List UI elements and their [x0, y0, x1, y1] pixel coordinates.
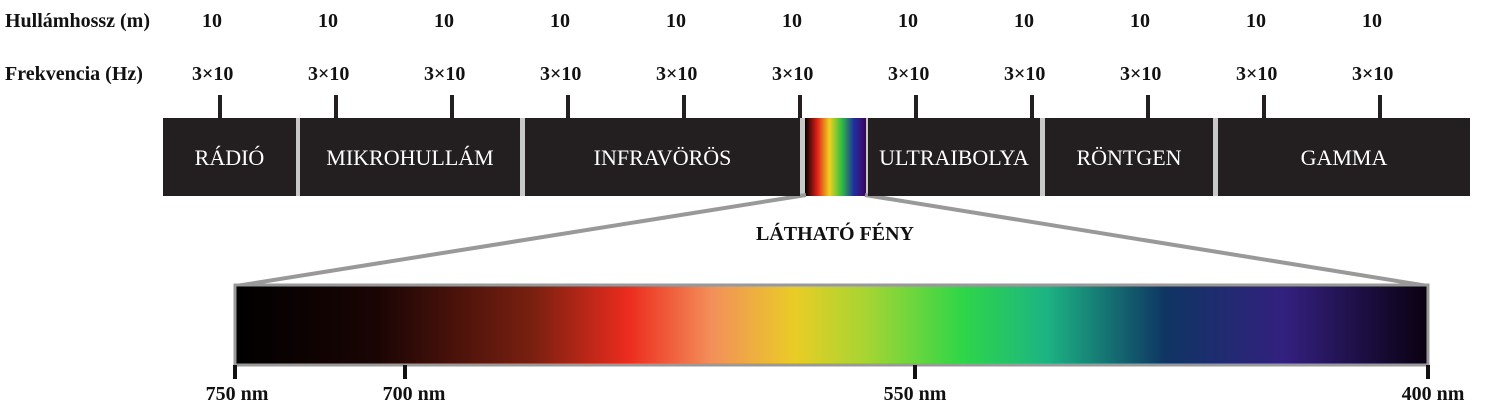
band: [300, 118, 520, 196]
power-label: 3×10: [1004, 63, 1045, 85]
base: 3×10: [308, 63, 349, 85]
tick: [1378, 95, 1382, 118]
power-label: 3×10: [1236, 63, 1277, 85]
power-label: 10: [1362, 10, 1382, 32]
base: 3×10: [1004, 63, 1045, 85]
power-label: 3×10: [1120, 63, 1161, 85]
power-label: 10: [666, 10, 686, 32]
nm-label: 400 nm: [1402, 383, 1465, 405]
base: 10: [202, 10, 222, 32]
base: 10: [318, 10, 338, 32]
band: [1045, 118, 1213, 196]
power-label: 3×10: [540, 63, 581, 85]
band: [868, 118, 1040, 196]
nm-label: 700 nm: [383, 383, 446, 405]
power-label: 10: [1130, 10, 1150, 32]
base: 10: [1130, 10, 1150, 32]
tick: [334, 95, 338, 118]
base: 3×10: [772, 63, 813, 85]
power-label: 10: [202, 10, 222, 32]
tick: [914, 95, 918, 118]
base: 10: [1246, 10, 1266, 32]
power-label: 10: [898, 10, 918, 32]
zoom-line: [235, 193, 807, 288]
visible-spectrum: [233, 283, 1430, 367]
base: 10: [898, 10, 918, 32]
band-label: ULTRAIBOLYA: [879, 145, 1029, 170]
base: 10: [782, 10, 802, 32]
power-label: 3×10: [772, 63, 813, 85]
nm-tick: [233, 365, 237, 379]
base: 10: [550, 10, 570, 32]
power-label: 10: [1014, 10, 1034, 32]
tick: [682, 95, 686, 118]
tick: [1262, 95, 1266, 118]
base: 10: [666, 10, 686, 32]
band-label: RÖNTGEN: [1076, 145, 1181, 170]
band-label: MIKROHULLÁM: [326, 145, 493, 170]
nm-tick: [403, 365, 407, 379]
tick: [450, 95, 454, 118]
nm-label: 750 nm: [206, 383, 269, 405]
base: 3×10: [888, 63, 929, 85]
tick: [1030, 95, 1034, 118]
nm-tick: [913, 365, 917, 379]
power-label: 10: [1246, 10, 1266, 32]
tick: [798, 95, 802, 118]
base: 3×10: [656, 63, 697, 85]
band: [525, 118, 800, 196]
band: [163, 118, 296, 196]
power-label: 10: [550, 10, 570, 32]
power-label: 10: [434, 10, 454, 32]
base: 3×10: [1236, 63, 1277, 85]
power-label: 3×10: [308, 63, 349, 85]
wavelength-label: Hullámhossz (m): [5, 10, 150, 32]
base: 10: [434, 10, 454, 32]
base: 3×10: [540, 63, 581, 85]
base: 3×10: [1352, 63, 1393, 85]
zoom-line: [864, 193, 1429, 288]
power-label: 3×10: [888, 63, 929, 85]
frequency-label: Frekvencia (Hz): [5, 63, 143, 85]
base: 3×10: [1120, 63, 1161, 85]
band-label: RÁDIÓ: [195, 145, 265, 170]
band-label: GAMMA: [1301, 145, 1388, 170]
base: 3×10: [424, 63, 465, 85]
power-label: 3×10: [1352, 63, 1393, 85]
base: 10: [1362, 10, 1382, 32]
band: [1218, 118, 1470, 196]
tick: [218, 95, 222, 118]
nm-label: 550 nm: [884, 383, 947, 405]
power-label: 3×10: [424, 63, 465, 85]
base: 10: [1014, 10, 1034, 32]
power-label: 10: [782, 10, 802, 32]
nm-tick: [1426, 365, 1430, 379]
tick: [566, 95, 570, 118]
power-label: 3×10: [656, 63, 697, 85]
base: 3×10: [192, 63, 233, 85]
band-label: INFRAVÖRÖS: [594, 145, 732, 170]
visible-band: [805, 118, 866, 196]
visible-label: LÁTHATÓ FÉNY: [756, 221, 915, 245]
tick: [1146, 95, 1150, 118]
power-label: 3×10: [192, 63, 233, 85]
power-label: 10: [318, 10, 338, 32]
